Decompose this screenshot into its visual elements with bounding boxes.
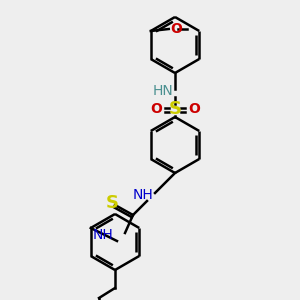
Text: NH: NH — [132, 188, 153, 202]
Text: HN: HN — [153, 84, 173, 98]
Text: O: O — [170, 22, 182, 36]
Text: NH: NH — [92, 228, 113, 242]
Text: O: O — [188, 102, 200, 116]
Text: O: O — [150, 102, 162, 116]
Text: S: S — [169, 100, 182, 118]
Text: S: S — [106, 194, 118, 212]
